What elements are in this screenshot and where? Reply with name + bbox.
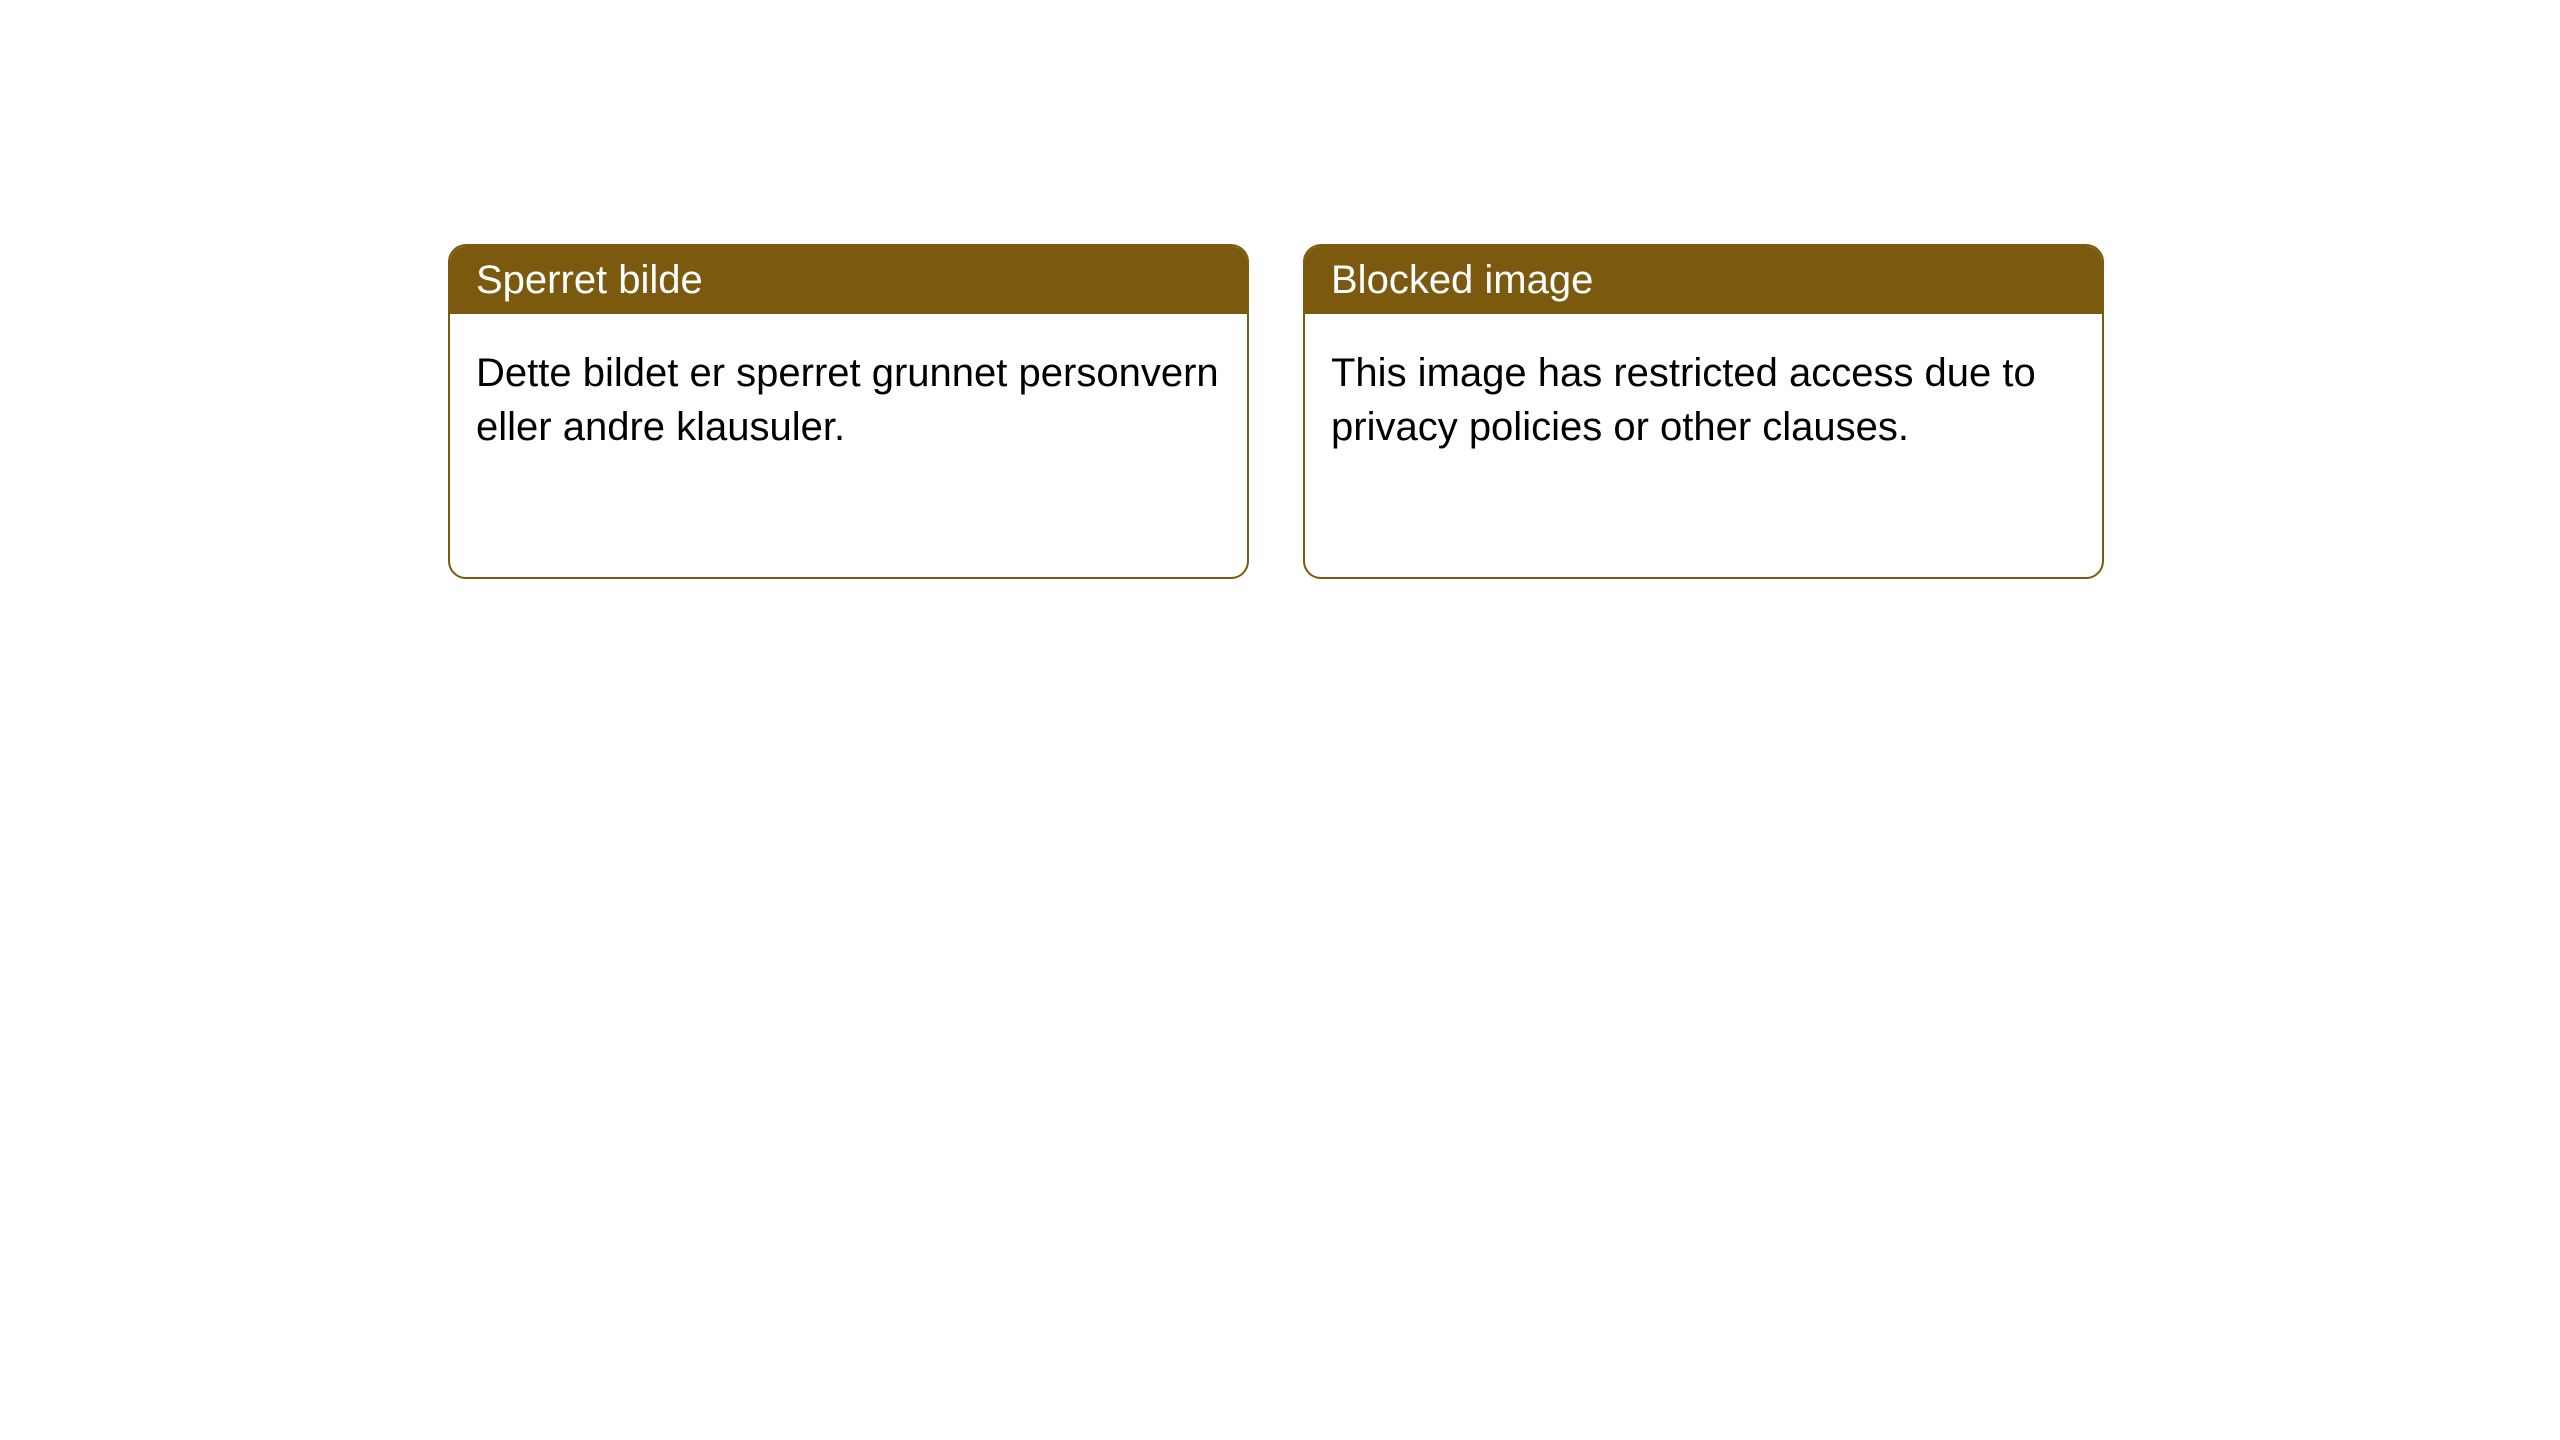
notice-body: This image has restricted access due to …: [1305, 314, 2102, 486]
notice-body-text: Dette bildet er sperret grunnet personve…: [476, 351, 1219, 449]
notice-header: Sperret bilde: [450, 246, 1247, 314]
notice-body-text: This image has restricted access due to …: [1331, 351, 2036, 449]
notice-box-english: Blocked image This image has restricted …: [1303, 244, 2104, 579]
notice-box-norwegian: Sperret bilde Dette bildet er sperret gr…: [448, 244, 1249, 579]
notice-container: Sperret bilde Dette bildet er sperret gr…: [448, 244, 2104, 579]
notice-title: Blocked image: [1331, 258, 1593, 302]
notice-title: Sperret bilde: [476, 258, 703, 302]
notice-header: Blocked image: [1305, 246, 2102, 314]
notice-body: Dette bildet er sperret grunnet personve…: [450, 314, 1247, 486]
